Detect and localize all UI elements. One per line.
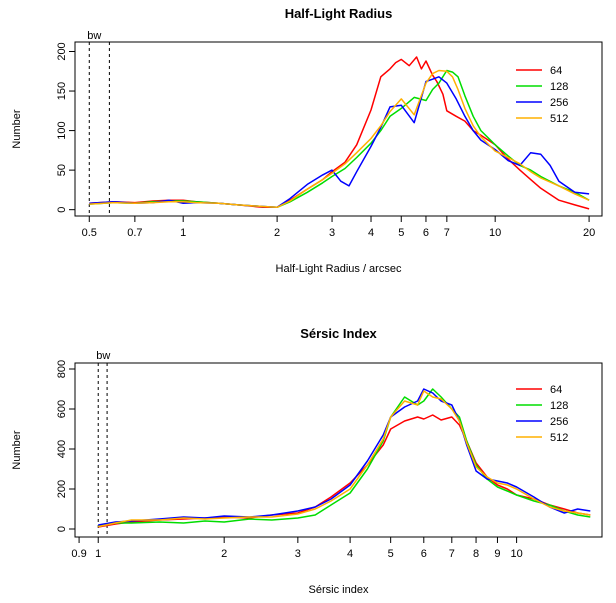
panel-2-legend-label-512: 512: [550, 432, 568, 444]
panel-1-x-tick-label: 0.5: [82, 227, 97, 239]
panel-1-x-tick-label: 5: [398, 227, 404, 239]
panel-1-x-tick-label: 7: [444, 227, 450, 239]
panel-2-y-tick-label: 200: [56, 480, 68, 498]
panel-1-x-tick-label: 10: [489, 227, 501, 239]
panel-1-x-tick-label: 0.7: [127, 227, 142, 239]
panel-2-series-line-128: [98, 388, 591, 527]
panel-1-legend-label-512: 512: [550, 113, 568, 125]
panel-2-legend-label-256: 256: [550, 416, 568, 428]
panel-2-series-line-256: [98, 388, 591, 526]
panel-2-y-tick-label: 600: [56, 400, 68, 418]
panel-2-x-tick-label: 7: [449, 548, 455, 560]
panel-2-y-tick-label: 0: [56, 526, 68, 532]
panel-1-x-axis-label: Half-Light Radius / arcsec: [276, 263, 402, 275]
panel-1-y-tick-label: 100: [56, 121, 68, 139]
panel-2-x-tick-label: 3: [295, 548, 301, 560]
panel-1-x-tick-label: 3: [329, 227, 335, 239]
panel-2-legend-label-128: 128: [550, 400, 568, 412]
panel-1-legend-label-128: 128: [550, 81, 568, 93]
panel-1-bw-label: bw: [87, 30, 101, 42]
panel-1-x-tick-label: 1: [180, 227, 186, 239]
panel-2-bw-label: bw: [96, 350, 110, 362]
panel-2-x-tick-label: 8: [473, 548, 479, 560]
panel-2-x-tick-label: 10: [510, 548, 522, 560]
panel-2-y-axis-label: Number: [11, 430, 23, 469]
panel-2-legend-label-64: 64: [550, 384, 562, 396]
panel-1-x-tick-label: 6: [423, 227, 429, 239]
panel-1-y-tick-label: 150: [56, 82, 68, 100]
panel-2-series-line-512: [98, 390, 591, 528]
panel-1-y-tick-label: 200: [56, 42, 68, 60]
panel-2-x-axis-label: Sérsic index: [309, 584, 369, 596]
panel-1-legend-label-256: 256: [550, 97, 568, 109]
panel-2-x-tick-label: 6: [421, 548, 427, 560]
panel-2-x-tick-label: 9: [494, 548, 500, 560]
panel-1-series-line-512: [89, 69, 590, 209]
panel-1-x-tick-label: 2: [274, 227, 280, 239]
panel-1-x-tick-label: 4: [368, 227, 374, 239]
panel-2-x-tick-label: 2: [221, 548, 227, 560]
panel-1-series-line-128: [89, 69, 590, 209]
panel-2-series-line-64: [98, 414, 591, 528]
panel-1-series-line-256: [89, 76, 590, 209]
panel-2-x-tick-label: 0.9: [71, 548, 86, 560]
panel-1-y-tick-label: 0: [56, 207, 68, 213]
panel-2-y-tick-label: 400: [56, 440, 68, 458]
panel-2-x-tick-label: 1: [95, 548, 101, 560]
panel-2-plot-frame: [74, 362, 603, 538]
panel-2-chart-title: Sérsic Index: [300, 326, 377, 341]
panel-1-y-axis-label: Number: [11, 109, 23, 148]
panel-2-x-tick-label: 4: [347, 548, 353, 560]
panel-1-y-tick-label: 50: [56, 164, 68, 176]
panel-1-series-line-64: [89, 56, 590, 210]
panel-1-chart-title: Half-Light Radius: [285, 6, 393, 21]
panel-1-plot-frame: [74, 41, 603, 217]
panel-1-legend-label-64: 64: [550, 65, 562, 77]
panel-2-x-tick-label: 5: [388, 548, 394, 560]
panel-2-y-tick-label: 800: [56, 360, 68, 378]
panel-1-x-tick-label: 20: [583, 227, 595, 239]
